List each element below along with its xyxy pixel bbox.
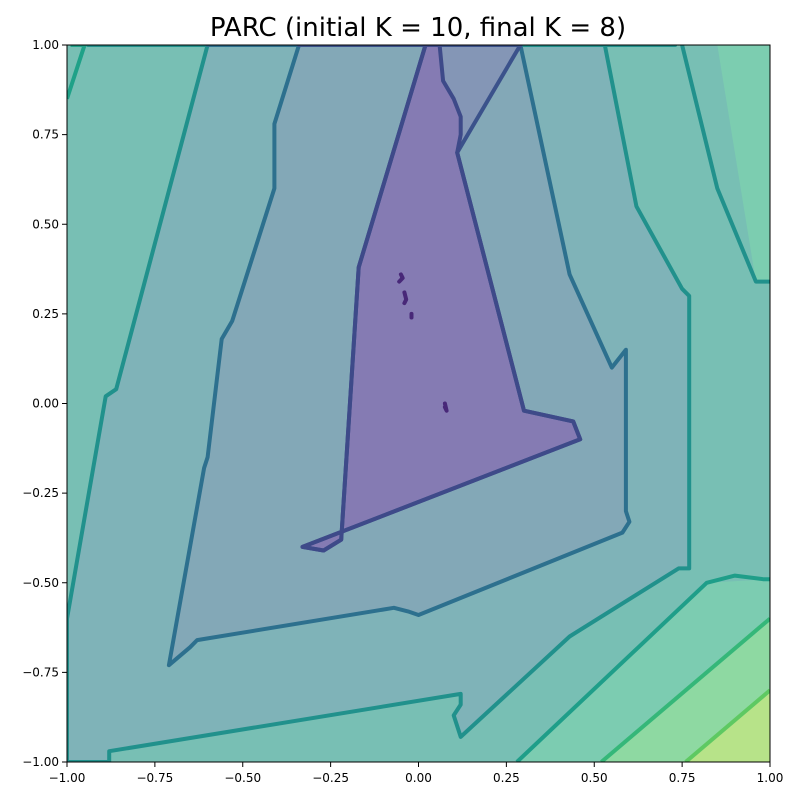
- contour-boundary-line-5: [684, 688, 770, 762]
- contour-boundary-line-4: [600, 617, 770, 762]
- x-tick-label: 0.25: [493, 771, 520, 785]
- contour-boundary-line-3: [515, 573, 770, 762]
- y-tick-label: 0.25: [32, 307, 59, 321]
- y-tick-label: 0.75: [32, 128, 59, 142]
- contour-layers: [67, 45, 770, 762]
- chart-title: PARC (initial K = 10, final K = 8): [210, 13, 626, 43]
- contour-line-level-3: [166, 45, 632, 668]
- contour-line-level-1: [300, 45, 583, 553]
- contour-minimum-mark-4: [442, 401, 449, 413]
- x-tick-label: −0.50: [224, 771, 261, 785]
- contour-minimum-mark-1: [397, 272, 405, 284]
- y-tick-label: 0.50: [32, 217, 59, 231]
- contour-minimum-mark-2: [402, 290, 409, 306]
- contour-line-level-4: [67, 45, 692, 762]
- x-tick-label: 0.50: [581, 771, 608, 785]
- y-tick-label: −0.75: [22, 665, 59, 679]
- y-tick-label: 0.00: [32, 397, 59, 411]
- plot-area: [67, 45, 770, 762]
- x-tick-label: −0.25: [312, 771, 349, 785]
- y-tick-label: −0.50: [22, 576, 59, 590]
- y-tick-label: −0.25: [22, 486, 59, 500]
- x-tick-label: −0.75: [136, 771, 173, 785]
- contour-corner-band-1: [717, 45, 770, 282]
- contour-band-level-1: [302, 45, 581, 551]
- x-tick-label: 0.00: [405, 771, 432, 785]
- axes: −1.00 −0.75 −0.50 −0.25 0.00 0.25 0.50 0.75 1.00…: [22, 38, 783, 785]
- x-tick-label: −1.00: [49, 771, 86, 785]
- x-tick-label: 0.75: [669, 771, 696, 785]
- x-tick-label: 1.00: [757, 771, 784, 785]
- contour-boundary-line-2: [680, 45, 770, 284]
- contour-boundary-line-1: [67, 45, 87, 100]
- y-tick-label: −1.00: [22, 755, 59, 769]
- y-tick-label: 1.00: [32, 38, 59, 52]
